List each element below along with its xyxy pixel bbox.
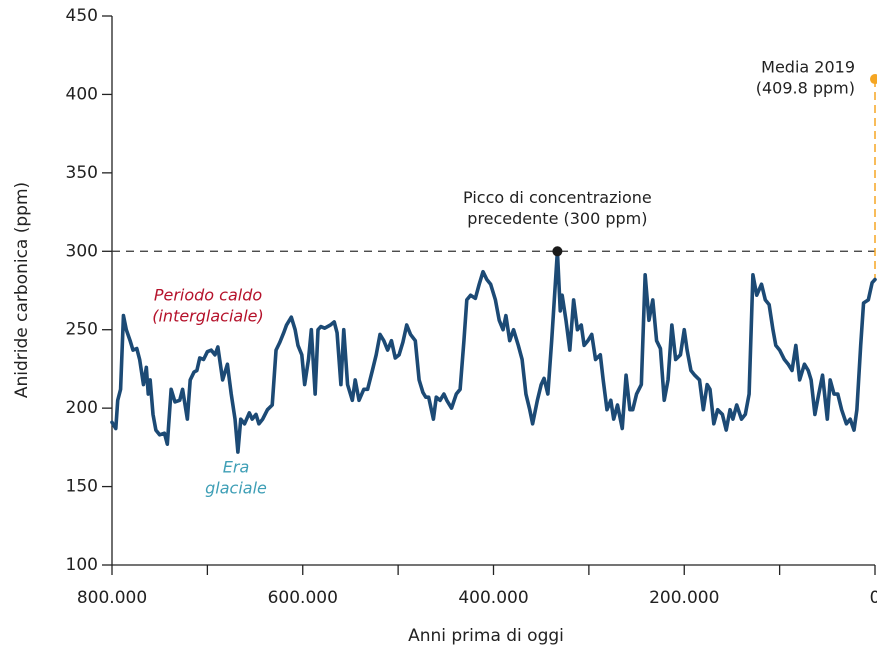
y-tick-label: 100 [66, 555, 98, 575]
annotation: glaciale [205, 479, 267, 498]
x-tick-label: 400.000 [458, 588, 528, 608]
current-label: Media 2019 [761, 58, 855, 77]
annotation: (interglaciale) [152, 307, 264, 326]
x-tick-label: 200.000 [649, 588, 719, 608]
y-axis-title: Anidride carbonica (ppm) [12, 182, 32, 398]
current-label: (409.8 ppm) [756, 79, 855, 98]
y-tick-label: 350 [66, 163, 98, 183]
y-tick-label: 150 [66, 477, 98, 497]
x-axis-title: Anni prima di oggi [408, 626, 564, 646]
co2-line [110, 249, 877, 454]
annotation: Era [223, 458, 250, 477]
peak-label: precedente (300 ppm) [467, 209, 647, 228]
y-tick-label: 400 [66, 84, 98, 104]
y-tick-label: 450 [66, 6, 98, 26]
y-tick-label: 250 [66, 320, 98, 340]
x-tick-label: 600.000 [268, 588, 338, 608]
y-tick-label: 300 [66, 241, 98, 261]
x-tick-label: 800.000 [77, 588, 147, 608]
annotation: Periodo caldo [154, 286, 263, 305]
current-point [870, 74, 877, 85]
peak-label: Picco di concentrazione [463, 188, 652, 207]
x-tick-label: 0 [870, 588, 877, 608]
y-tick-label: 200 [66, 398, 98, 418]
peak-point [552, 246, 563, 257]
